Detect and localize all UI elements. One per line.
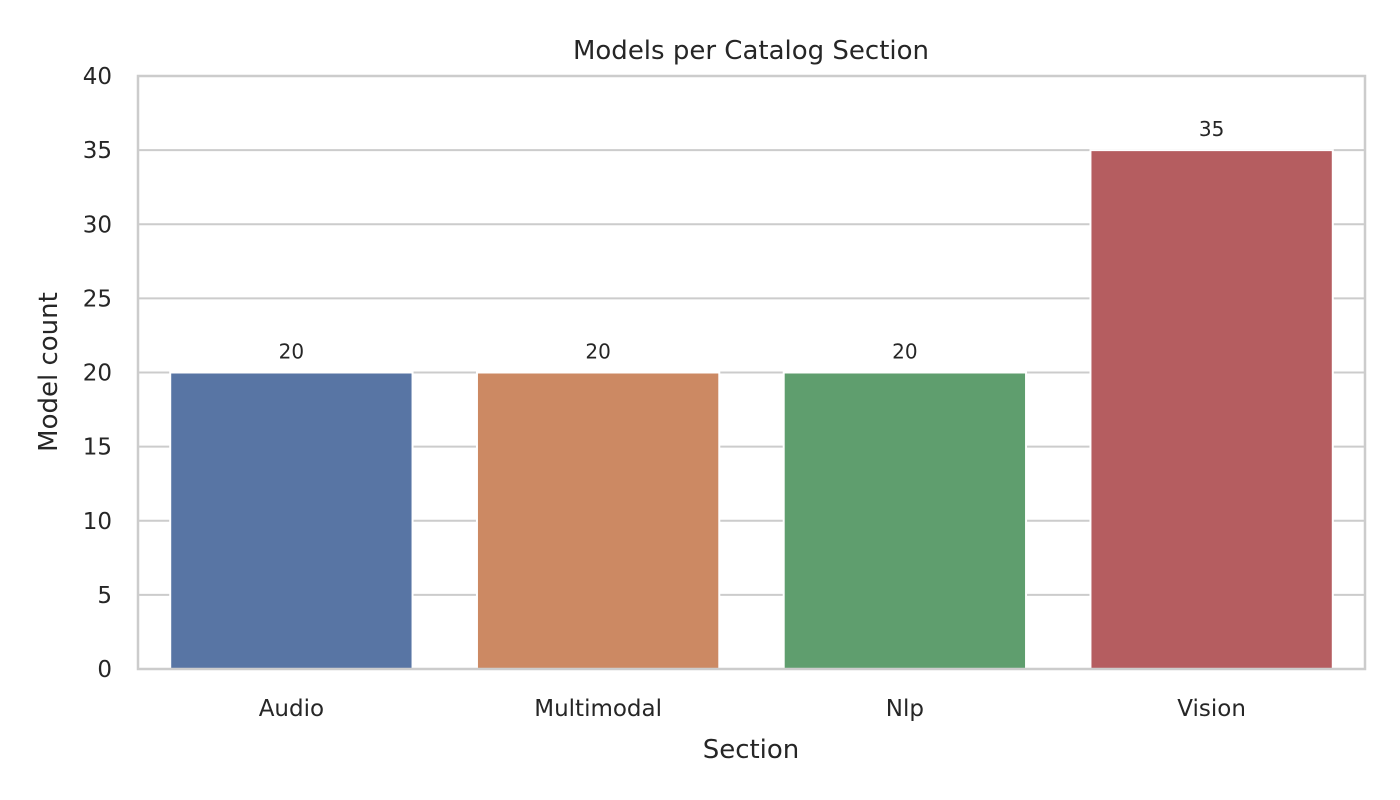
bar-vision <box>1089 149 1334 670</box>
bar-value-label: 20 <box>892 340 917 364</box>
bar-value-label: 20 <box>585 340 610 364</box>
x-tick-label: Vision <box>1177 696 1246 722</box>
x-axis-label: Section <box>703 735 800 765</box>
plot-frame <box>136 74 1367 671</box>
bar-audio <box>169 371 414 670</box>
bars <box>169 149 1334 670</box>
data-labels: 20 20 20 35 <box>279 117 1225 363</box>
bar-value-label: 35 <box>1199 117 1224 141</box>
y-tick-label: 15 <box>83 435 112 461</box>
bar-value-label: 20 <box>279 340 304 364</box>
y-tick-label: 40 <box>83 64 112 90</box>
y-tick-label: 0 <box>97 657 112 683</box>
y-tick-label: 35 <box>83 138 112 164</box>
x-tick-label: Audio <box>259 696 324 722</box>
y-tick-label: 30 <box>83 212 112 238</box>
y-axis-label: Model count <box>34 292 64 452</box>
y-tick-label: 10 <box>83 509 112 535</box>
y-tick-label: 25 <box>83 286 112 312</box>
x-axis-ticks: Audio Multimodal Nlp Vision <box>259 696 1246 722</box>
y-tick-label: 5 <box>97 583 112 609</box>
y-axis-ticks: 0 5 10 15 20 25 30 35 40 <box>83 64 112 683</box>
bar-nlp <box>782 371 1028 670</box>
x-tick-label: Nlp <box>886 696 924 722</box>
x-tick-label: Multimodal <box>534 696 662 722</box>
bar-multimodal <box>475 371 721 670</box>
chart-title: Models per Catalog Section <box>573 36 929 66</box>
y-tick-label: 20 <box>83 361 112 387</box>
